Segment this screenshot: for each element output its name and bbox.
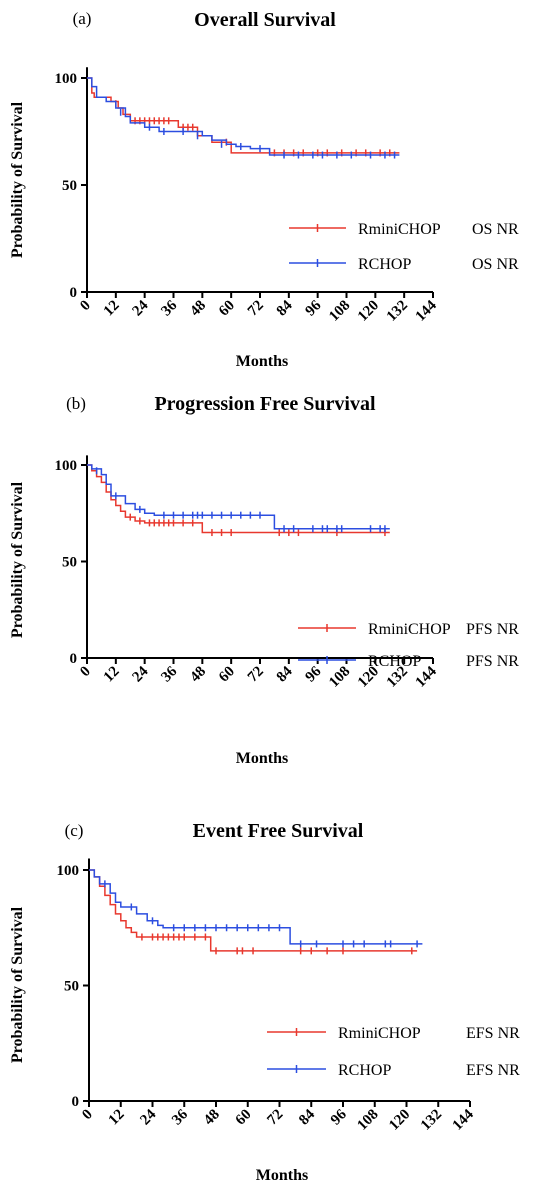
x-tick-label: 12 (101, 664, 123, 686)
median-survival-label: PFS NR (466, 621, 519, 638)
x-tick-label: 48 (187, 664, 209, 686)
series-rminichop (87, 464, 390, 537)
legend-label: RCHOP (358, 256, 411, 273)
x-tick-label: 144 (413, 297, 441, 325)
survival-curve-rchop (87, 77, 400, 156)
x-tick-label: 120 (355, 298, 382, 325)
x-tick-label: 108 (354, 1107, 381, 1134)
x-tick-label: 84 (274, 297, 296, 319)
x-tick-label: 96 (303, 297, 325, 319)
survival-curve-rminichop (89, 869, 418, 952)
x-tick-label: 72 (245, 664, 267, 686)
chart-title: Progression Free Survival (154, 393, 376, 415)
x-tick-label: 60 (216, 298, 238, 320)
legend-label: RCHOP (368, 653, 421, 670)
x-tick-label: 120 (386, 1107, 413, 1134)
y-tick-label: 0 (72, 1094, 80, 1110)
x-tick-label: 96 (303, 663, 325, 685)
legend-item-rchop: RCHOP EFS NR (267, 1062, 520, 1079)
legend-item-rchop: RCHOP PFS NR (298, 653, 519, 670)
panel-letter: (a) (73, 9, 92, 28)
x-axis-title: Months (236, 750, 288, 767)
legend-item-rminichop: RminiCHOP PFS NR (298, 621, 519, 638)
y-tick-label: 50 (62, 555, 77, 571)
median-survival-label: PFS NR (466, 653, 519, 670)
y-tick-label: 100 (57, 863, 80, 879)
x-tick-label: 24 (137, 1106, 159, 1128)
x-tick-label: 12 (101, 298, 123, 320)
x-tick-label: 72 (264, 1107, 286, 1129)
x-tick-label: 84 (296, 1106, 318, 1128)
x-tick-label: 60 (216, 664, 238, 686)
x-tick-label: 0 (79, 1107, 96, 1124)
y-tick-label: 100 (55, 71, 78, 87)
x-tick-label: 0 (77, 298, 94, 315)
x-tick-label: 36 (158, 663, 180, 685)
series-rchop (87, 464, 390, 533)
x-tick-label: 36 (169, 1106, 191, 1128)
x-axis-title: Months (256, 1167, 308, 1184)
y-axis-title: Probability of Survival (9, 481, 26, 638)
legend-label: RminiCHOP (368, 621, 451, 638)
legend-label: RminiCHOP (338, 1025, 421, 1042)
series-rchop (89, 869, 423, 948)
x-tick-label: 36 (158, 297, 180, 319)
median-survival-label: EFS NR (466, 1025, 520, 1042)
x-tick-label: 72 (245, 298, 267, 320)
x-tick-label: 24 (130, 663, 152, 685)
x-tick-label: 108 (326, 664, 353, 691)
survival-curve-rminichop (87, 77, 400, 154)
y-axis-title: Probability of Survival (9, 101, 26, 258)
survival-curve-rminichop (87, 464, 390, 534)
x-tick-label: 0 (77, 664, 94, 681)
x-tick-label: 84 (274, 663, 296, 685)
survival-curve-rchop (89, 869, 423, 945)
legend-label: RCHOP (338, 1062, 391, 1079)
median-survival-label: OS NR (472, 221, 519, 238)
x-tick-label: 132 (418, 1107, 445, 1134)
legend-label: RminiCHOP (358, 221, 441, 238)
chart-title: Overall Survival (194, 9, 336, 31)
panel-letter: (b) (66, 394, 86, 413)
legend-item-rminichop: RminiCHOP OS NR (289, 221, 519, 238)
x-tick-label: 12 (106, 1107, 128, 1129)
series-rminichop (89, 869, 418, 955)
y-tick-label: 50 (62, 178, 77, 194)
chart-panel-c: (c) Event Free Survival 0 50 100 0 12 24 36 48 60 7… (9, 820, 520, 1184)
y-tick-label: 0 (70, 651, 78, 667)
y-tick-label: 0 (70, 285, 78, 301)
x-tick-label: 132 (384, 298, 411, 325)
legend-item-rminichop: RminiCHOP EFS NR (267, 1025, 520, 1042)
chart-panel-b: (b) Progression Free Survival 0 50 100 0 12 24 3… (9, 393, 519, 767)
series-rminichop (87, 77, 400, 157)
chart-title: Event Free Survival (193, 820, 364, 842)
survival-curve-rchop (87, 464, 390, 530)
x-tick-label: 60 (233, 1107, 255, 1129)
series-rchop (87, 77, 400, 159)
x-tick-label: 108 (326, 298, 353, 325)
panel-letter: (c) (65, 821, 84, 840)
legend-item-rchop: RCHOP OS NR (289, 256, 519, 273)
x-tick-label: 144 (450, 1106, 478, 1134)
chart-panel-a: (a) Overall Survival 0 50 100 0 12 24 36 48 60 72 84… (9, 9, 519, 370)
x-tick-label: 96 (328, 1106, 350, 1128)
y-axis-title: Probability of Survival (9, 906, 26, 1063)
x-axis-title: Months (236, 353, 288, 370)
median-survival-label: EFS NR (466, 1062, 520, 1079)
y-tick-label: 100 (55, 458, 78, 474)
x-tick-label: 24 (130, 297, 152, 319)
median-survival-label: OS NR (472, 256, 519, 273)
y-tick-label: 50 (64, 979, 79, 995)
x-tick-label: 48 (201, 1107, 223, 1129)
x-tick-label: 48 (187, 298, 209, 320)
